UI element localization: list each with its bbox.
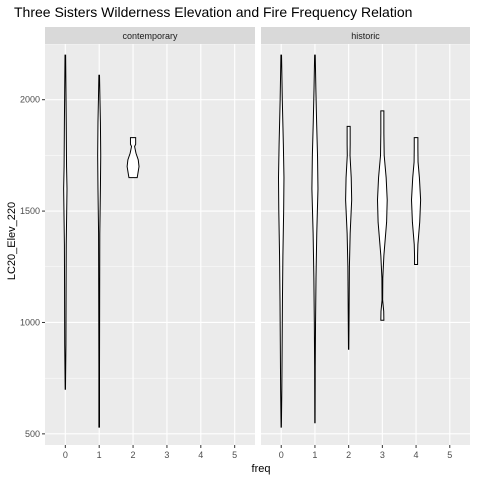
facet-panel-contemporary: contemporary 0 1 2 3 4 5 500 1000 1500 2000 [20,27,255,460]
x-tick-label: 2 [131,450,136,460]
x-tick-label: 1 [312,450,317,460]
facet-panel-historic: historic 0 1 2 3 4 5 [261,27,470,460]
violin-historic-freq-1 [311,54,319,424]
chart-title: Three Sisters Wilderness Elevation and F… [14,4,412,20]
y-tick-label: 1000 [20,317,40,327]
violin-historic-freq-2 [345,125,353,350]
facet-strip [261,27,470,44]
x-tick-label: 4 [414,450,419,460]
panel-background [261,44,470,445]
x-tick-label: 4 [198,450,203,460]
x-tick-label: 3 [164,450,169,460]
violin-historic-freq-4 [411,137,422,266]
x-tick-label: 2 [346,450,351,460]
violin-historic-freq-0 [277,54,285,428]
x-tick-label: 3 [380,450,385,460]
x-axis-title: freq [252,463,271,475]
x-tick-label: 5 [447,450,452,460]
violin-contemporary-freq-0 [63,54,68,390]
violin-contemporary-freq-1 [97,74,102,428]
x-tick-label: 1 [97,450,102,460]
facet-strip [45,27,255,44]
y-tick-label: 2000 [20,95,40,105]
y-axis-title: LC20_Elev_220 [6,202,18,280]
y-tick-label: 500 [25,429,40,439]
facet-strip-label: contemporary [122,31,178,41]
x-tick-label: 0 [279,450,284,460]
violin-historic-freq-3 [376,110,388,321]
x-tick-label: 0 [63,450,68,460]
panel-background [45,44,255,445]
facet-strip-label: historic [351,31,380,41]
x-tick-label: 5 [232,450,237,460]
violin-contemporary-freq-2 [126,137,140,179]
y-tick-label: 1500 [20,206,40,216]
